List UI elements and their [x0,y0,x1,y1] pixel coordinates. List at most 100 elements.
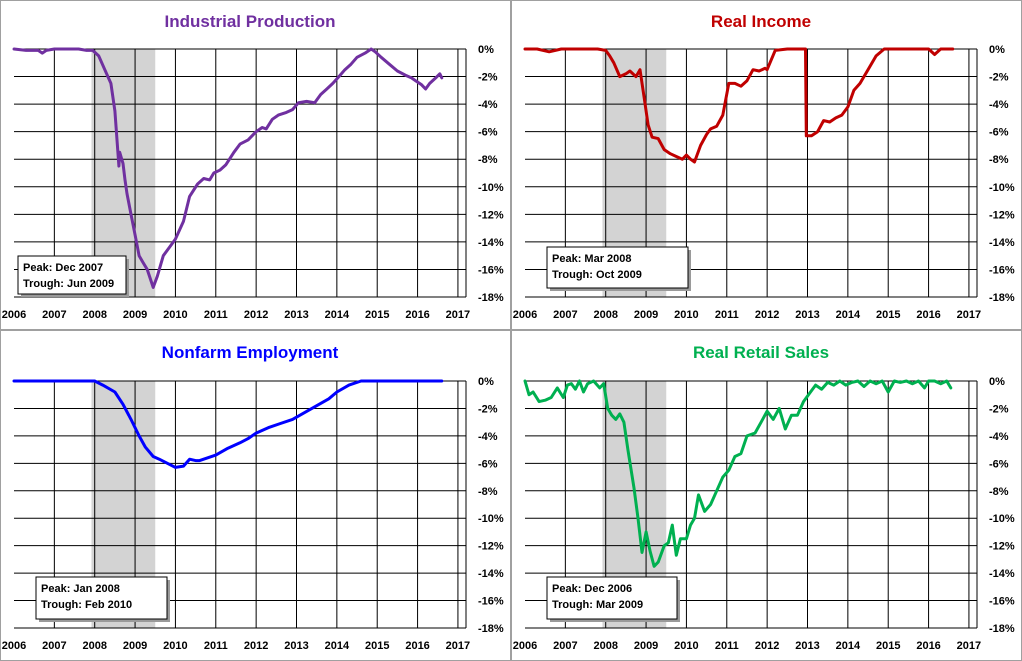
x-tick-label: 2013 [795,309,819,321]
y-tick-label: -4% [989,431,1009,443]
y-tick-label: -14% [989,237,1015,249]
annotation-trough: Trough: Mar 2009 [552,599,643,611]
annotation-box [546,576,678,620]
y-tick-label: -16% [989,596,1015,608]
series-line [12,47,444,289]
y-tick-label: -14% [478,568,504,580]
y-tick-label: -18% [478,292,504,304]
y-tick-label: -8% [989,154,1009,166]
x-tick-label: 2016 [405,309,429,321]
x-tick-label: 2012 [755,309,779,321]
x-tick-label: 2016 [916,309,940,321]
x-tick-label: 2014 [325,309,350,321]
x-tick-label: 2016 [916,640,940,652]
x-tick-label: 2006 [2,309,26,321]
y-tick-label: -10% [989,513,1015,525]
y-tick-label: 0% [989,376,1005,388]
x-tick-label: 2015 [876,309,900,321]
real-retail-sales-chart: Real Retail Sales 2006 2007 2008 2009 2010 201… [511,330,1022,661]
y-tick-label: -2% [478,72,498,84]
x-tick-label: 2014 [836,309,861,321]
y-tick-label: -16% [989,264,1015,276]
annotation-peak: Peak: Dec 2007 [23,262,103,274]
x-tick-label: 2015 [876,640,900,652]
y-tick-label: 0% [989,44,1005,56]
x-tick-label: 2007 [42,640,66,652]
x-tick-label: 2014 [325,640,350,652]
x-tick-label: 2006 [513,640,537,652]
series-line [523,379,953,568]
x-tick-label: 2015 [365,309,389,321]
x-tick-label: 2011 [715,640,739,652]
x-tick-label: 2011 [204,640,228,652]
x-tick-label: 2014 [836,640,861,652]
y-tick-label: -8% [478,154,498,166]
annotation-box [35,576,168,620]
y-tick-label: -18% [478,623,504,635]
x-tick-label: 2008 [82,309,106,321]
y-tick-label: -2% [989,72,1009,84]
x-tick-label: 2009 [123,640,147,652]
x-tick-label: 2012 [244,309,268,321]
x-tick-label: 2008 [593,640,617,652]
y-tick-label: 0% [478,376,494,388]
y-tick-label: -6% [478,127,498,139]
series-line [12,379,444,469]
y-tick-label: -18% [989,623,1015,635]
y-tick-label: -14% [478,237,504,249]
y-tick-label: -4% [478,99,498,111]
x-tick-label: 2010 [163,309,187,321]
y-tick-label: -16% [478,264,504,276]
y-tick-label: -12% [989,209,1015,221]
x-tick-label: 2012 [244,640,268,652]
y-tick-label: -10% [478,513,504,525]
y-tick-label: -12% [478,541,504,553]
x-tick-label: 2010 [674,309,698,321]
y-tick-label: -4% [478,431,498,443]
chart-title: Real Retail Sales [693,343,829,362]
y-tick-label: -8% [989,486,1009,498]
chart-title: Real Income [711,12,811,31]
x-tick-label: 2007 [553,640,577,652]
x-tick-label: 2008 [593,309,617,321]
x-tick-label: 2012 [755,640,779,652]
x-tick-label: 2013 [284,640,308,652]
annotation-trough: Trough: Oct 2009 [552,269,642,281]
x-tick-label: 2013 [284,309,308,321]
industrial-production-chart: Industrial Production 2006 2007 2008 2009 201… [0,0,511,330]
x-tick-label: 2015 [365,640,389,652]
chart-title: Nonfarm Employment [162,343,339,362]
y-tick-label: -10% [989,182,1015,194]
y-tick-label: 0% [478,44,494,56]
y-tick-label: -2% [478,403,498,415]
y-tick-label: -6% [478,458,498,470]
x-tick-label: 2006 [513,309,537,321]
annotation-peak: Peak: Mar 2008 [552,253,632,265]
nonfarm-employment-chart: Nonfarm Employment 2006 2007 2008 2009 2010 20… [0,330,511,661]
x-tick-label: 2009 [634,309,658,321]
x-tick-label: 2011 [204,309,228,321]
y-tick-label: -16% [478,596,504,608]
annotation-trough: Trough: Jun 2009 [23,278,114,290]
annotation-box [17,255,127,295]
x-tick-label: 2013 [795,640,819,652]
y-tick-label: -8% [478,486,498,498]
x-tick-label: 2008 [82,640,106,652]
annotation-peak: Peak: Jan 2008 [41,583,120,595]
y-tick-label: -10% [478,182,504,194]
annotation-trough: Trough: Feb 2010 [41,599,132,611]
chart-title: Industrial Production [165,12,336,31]
x-tick-label: 2011 [715,309,739,321]
x-tick-label: 2017 [446,640,470,652]
annotation-box [546,246,689,289]
x-tick-label: 2016 [405,640,429,652]
series-line [523,47,955,164]
x-tick-label: 2017 [957,640,981,652]
y-tick-label: -18% [989,292,1015,304]
real-income-chart: Real Income 2006 2007 2008 2009 2010 2011 2012 2… [511,0,1022,330]
y-tick-label: -12% [989,541,1015,553]
x-tick-label: 2010 [163,640,187,652]
x-tick-label: 2017 [446,309,470,321]
x-tick-label: 2007 [42,309,66,321]
x-tick-label: 2006 [2,640,26,652]
